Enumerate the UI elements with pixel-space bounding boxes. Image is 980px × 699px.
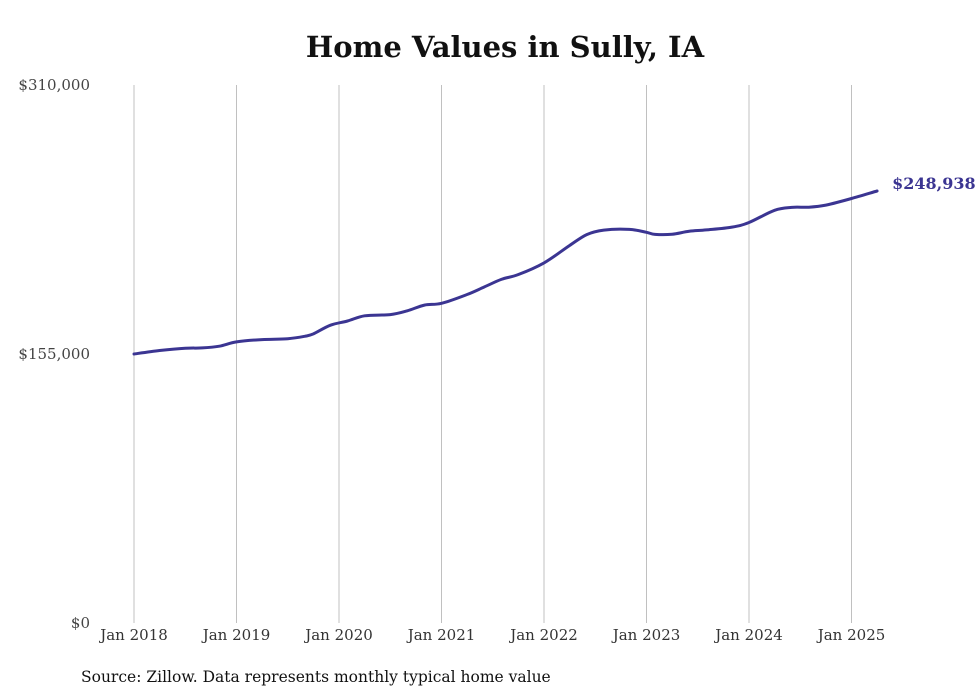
home-value-series-line (132, 189, 879, 356)
x-tick-label: Jan 2025 (816, 626, 886, 644)
x-tick-label: Jan 2022 (508, 626, 578, 644)
x-tick-label: Jan 2021 (406, 626, 476, 644)
chart-title: Home Values in Sully, IA (305, 30, 705, 64)
source-note: Source: Zillow. Data represents monthly … (81, 668, 551, 686)
x-tick-label: Jan 2020 (303, 626, 373, 644)
x-tick-label: Jan 2019 (201, 626, 271, 644)
end-value-label: $248,938 (892, 174, 976, 193)
y-tick-label: $310,000 (18, 76, 90, 94)
gridlines (133, 85, 852, 623)
x-tick-label: Jan 2024 (713, 626, 783, 644)
x-tick-label: Jan 2018 (98, 626, 168, 644)
y-axis-ticks: $0 $155,000 $310,000 (18, 76, 90, 632)
y-tick-label: $155,000 (18, 345, 90, 363)
x-tick-label: Jan 2023 (611, 626, 681, 644)
y-tick-label: $0 (71, 614, 90, 632)
x-axis-ticks: Jan 2018 Jan 2019 Jan 2020 Jan 2021 Jan 2022… (98, 626, 885, 644)
